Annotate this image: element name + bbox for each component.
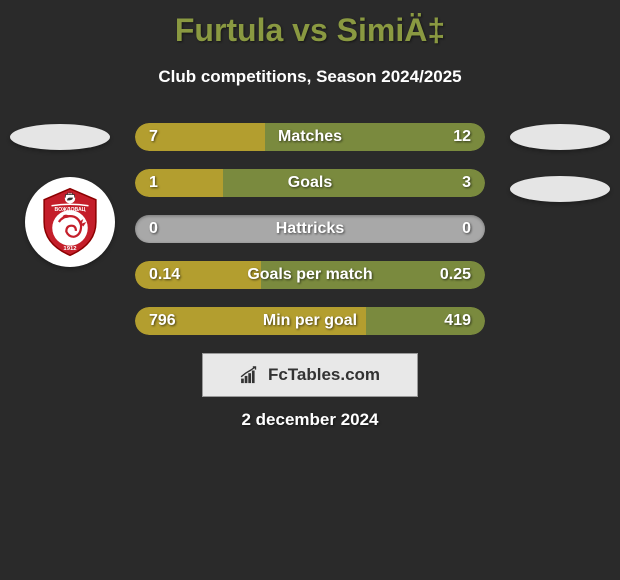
comparison-date: 2 december 2024: [0, 410, 620, 430]
branding-box: FcTables.com: [202, 353, 418, 397]
stat-row: 00Hattricks: [135, 215, 485, 243]
player-right-avatar-placeholder-2: [510, 176, 610, 202]
stat-row: 0.140.25Goals per match: [135, 261, 485, 289]
club-badge-left: ВОЖДОВАЦ 1912: [25, 177, 115, 267]
stat-row: 796419Min per goal: [135, 307, 485, 335]
stat-row: 712Matches: [135, 123, 485, 151]
svg-text:1912: 1912: [63, 246, 77, 252]
stat-label: Min per goal: [135, 307, 485, 335]
stat-label: Matches: [135, 123, 485, 151]
player-left-avatar-placeholder: [10, 124, 110, 150]
comparison-title: Furtula vs SimiÄ‡: [0, 0, 620, 49]
stat-label: Goals: [135, 169, 485, 197]
chart-icon: [240, 366, 262, 384]
stat-label: Goals per match: [135, 261, 485, 289]
stat-row: 13Goals: [135, 169, 485, 197]
stats-container: 712Matches 13Goals 00Hattricks 0.140.25Goal…: [135, 123, 485, 353]
club-crest-icon: ВОЖДОВАЦ 1912: [33, 185, 107, 259]
branding-text: FcTables.com: [268, 365, 380, 385]
stat-label: Hattricks: [135, 215, 485, 243]
player-right-avatar-placeholder-1: [510, 124, 610, 150]
comparison-subtitle: Club competitions, Season 2024/2025: [0, 67, 620, 87]
